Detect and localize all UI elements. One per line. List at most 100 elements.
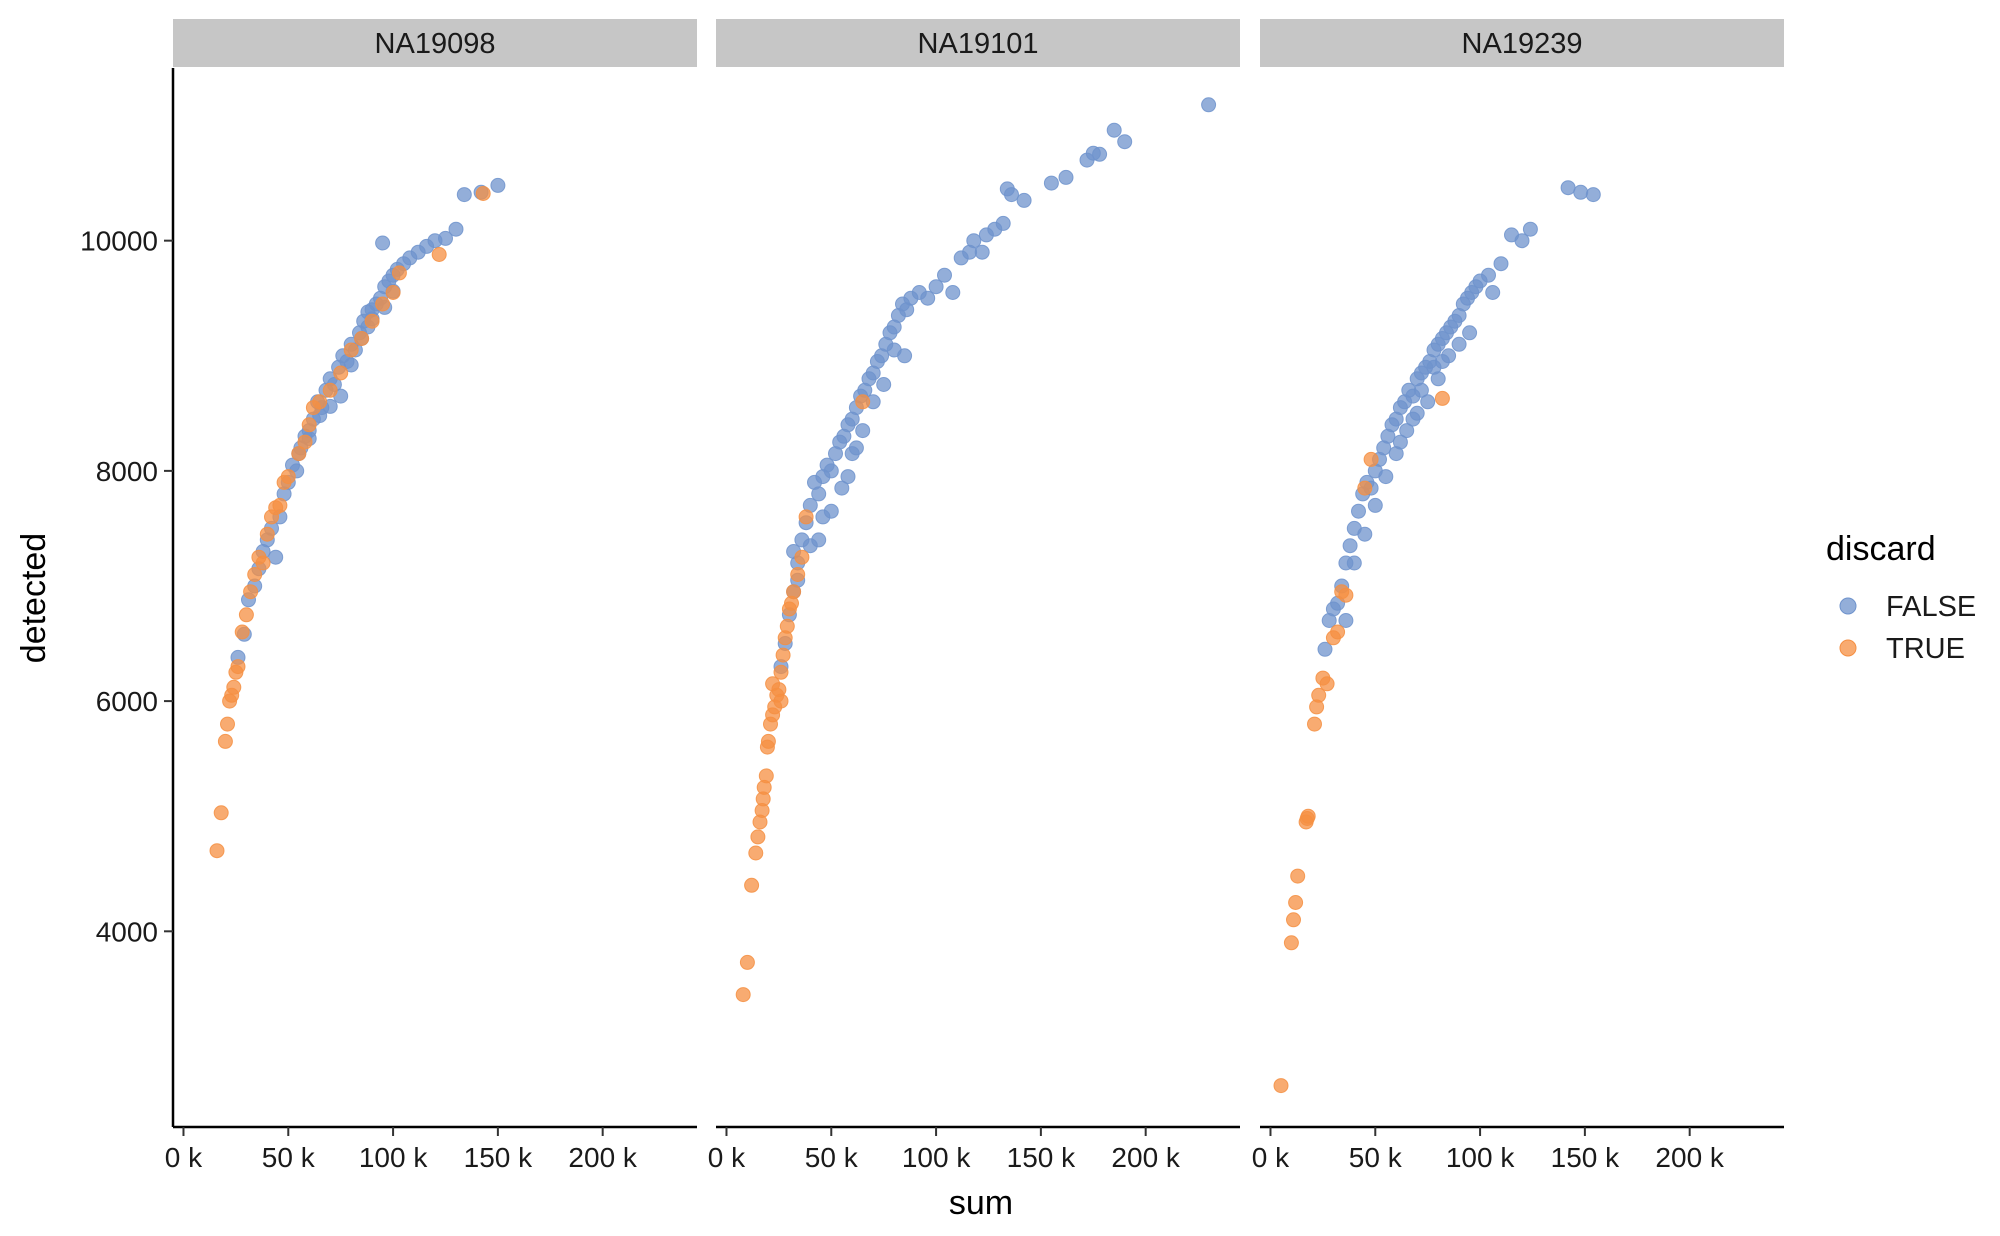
facet-strip-label: NA19101 bbox=[918, 28, 1039, 60]
facet-panel-na19098: NA19098 0 k 50 k 100 k 150 k 200 k bbox=[165, 19, 697, 1173]
data-point-discard-false bbox=[1451, 336, 1467, 352]
legend-label-true: TRUE bbox=[1886, 633, 1965, 665]
data-point-discard-false bbox=[855, 423, 871, 439]
data-point-discard-true bbox=[375, 296, 391, 312]
data-point-discard-true bbox=[748, 845, 764, 861]
data-point-discard-true bbox=[1319, 676, 1335, 692]
data-point-discard-false bbox=[1367, 497, 1383, 513]
facet-strip-label: NA19239 bbox=[1462, 28, 1583, 60]
data-point-discard-false bbox=[1560, 180, 1576, 196]
x-tick-label: 0 k bbox=[708, 1142, 746, 1173]
x-tick-label: 100 k bbox=[359, 1142, 428, 1173]
data-point-discard-true bbox=[1330, 624, 1346, 640]
data-point-discard-false bbox=[456, 187, 472, 203]
data-point-discard-true bbox=[1311, 687, 1327, 703]
data-point-discard-true bbox=[1273, 1078, 1289, 1094]
data-point-discard-true bbox=[744, 877, 760, 893]
data-point-discard-false bbox=[848, 440, 864, 456]
data-point-discard-true bbox=[385, 285, 401, 300]
data-point-discard-true bbox=[343, 342, 359, 358]
data-point-discard-true bbox=[247, 567, 263, 582]
legend-title: discard bbox=[1826, 530, 1936, 568]
data-point-discard-true bbox=[798, 509, 814, 525]
data-point-discard-false bbox=[1413, 382, 1429, 398]
x-tick-label: 200 k bbox=[1111, 1142, 1180, 1173]
data-point-discard-true bbox=[322, 382, 338, 398]
data-point-discard-true bbox=[794, 549, 810, 565]
data-point-discard-true bbox=[391, 265, 407, 281]
data-point-discard-true bbox=[475, 186, 491, 201]
legend-label-false: FALSE bbox=[1886, 591, 1976, 623]
legend-key-true bbox=[1839, 639, 1857, 657]
facet-strip bbox=[1260, 19, 1784, 67]
data-point-discard-true bbox=[1290, 868, 1306, 884]
data-point-discard-false bbox=[966, 233, 982, 249]
data-point-discard-true bbox=[226, 679, 242, 695]
y-axis-title: detected bbox=[15, 533, 53, 663]
data-point-discard-true bbox=[333, 365, 349, 381]
data-point-discard-true bbox=[758, 768, 774, 784]
data-point-discard-true bbox=[312, 394, 328, 410]
data-point-discard-false bbox=[834, 480, 850, 496]
data-point-discard-false bbox=[920, 290, 936, 306]
data-point-discard-false bbox=[937, 267, 952, 283]
data-point-discard-true bbox=[1338, 587, 1354, 603]
x-tick-label: 0 k bbox=[165, 1142, 203, 1173]
data-point-discard-false bbox=[1058, 169, 1074, 185]
data-point-discard-true bbox=[1288, 895, 1304, 910]
data-point-discard-true bbox=[255, 555, 271, 571]
data-point-discard-true bbox=[1363, 451, 1379, 467]
data-point-discard-true bbox=[786, 584, 802, 600]
data-point-discard-false bbox=[945, 285, 961, 300]
data-point-discard-true bbox=[234, 624, 250, 640]
data-point-discard-false bbox=[823, 463, 839, 479]
data-point-discard-false bbox=[1420, 394, 1436, 410]
points-na19101 bbox=[735, 97, 1217, 1003]
data-point-discard-true bbox=[217, 733, 233, 749]
facet-panels: NA19098 0 k 50 k 100 k 150 k 200 k NA19101 0 k 5… bbox=[165, 19, 1784, 1173]
x-tick-label: 0 k bbox=[1252, 1142, 1290, 1173]
data-point-discard-false bbox=[1092, 146, 1108, 162]
data-point-discard-false bbox=[1342, 538, 1358, 554]
data-point-discard-false bbox=[343, 357, 359, 373]
data-point-discard-true bbox=[238, 607, 254, 623]
data-point-discard-false bbox=[490, 177, 506, 193]
data-point-discard-true bbox=[1357, 480, 1373, 496]
data-point-discard-true bbox=[773, 664, 789, 680]
data-point-discard-false bbox=[268, 549, 284, 565]
data-point-discard-false bbox=[995, 215, 1011, 231]
data-point-discard-false bbox=[1405, 411, 1421, 427]
data-point-discard-false bbox=[1378, 469, 1394, 485]
data-point-discard-true bbox=[220, 716, 235, 732]
y-tick-label: 6000 bbox=[96, 686, 158, 717]
y-tick-label: 10000 bbox=[80, 226, 158, 257]
data-point-discard-true bbox=[765, 676, 781, 692]
y-axis: 4000 6000 8000 10000 bbox=[80, 68, 175, 1127]
data-point-discard-false bbox=[802, 538, 818, 554]
data-point-discard-false bbox=[448, 221, 464, 237]
data-point-discard-false bbox=[1338, 613, 1354, 628]
data-point-discard-false bbox=[1201, 97, 1217, 113]
x-tick-label: 100 k bbox=[902, 1142, 971, 1173]
data-point-discard-false bbox=[1117, 134, 1133, 150]
data-point-discard-true bbox=[354, 331, 370, 346]
data-point-discard-true bbox=[364, 313, 380, 329]
facet-strip-label: NA19098 bbox=[375, 28, 496, 60]
data-point-discard-false bbox=[1573, 184, 1589, 200]
x-axis-title: sum bbox=[949, 1184, 1013, 1222]
data-point-discard-false bbox=[1514, 233, 1530, 249]
data-point-discard-false bbox=[375, 235, 391, 251]
data-point-discard-true bbox=[779, 618, 795, 634]
data-point-discard-false bbox=[1392, 434, 1408, 450]
data-point-discard-false bbox=[1317, 641, 1333, 657]
data-point-discard-true bbox=[739, 954, 755, 970]
data-point-discard-true bbox=[213, 805, 229, 821]
facet-panel-na19239: NA19239 0 k 50 k 100 k 150 k 200 k bbox=[1252, 19, 1784, 1173]
data-point-discard-true bbox=[773, 693, 789, 709]
data-point-discard-true bbox=[243, 584, 259, 600]
data-point-discard-true bbox=[431, 247, 447, 262]
data-point-discard-false bbox=[1351, 503, 1366, 519]
data-point-discard-true bbox=[1434, 390, 1450, 406]
data-point-discard-false bbox=[1106, 122, 1122, 138]
points-na19239 bbox=[1273, 180, 1601, 1094]
